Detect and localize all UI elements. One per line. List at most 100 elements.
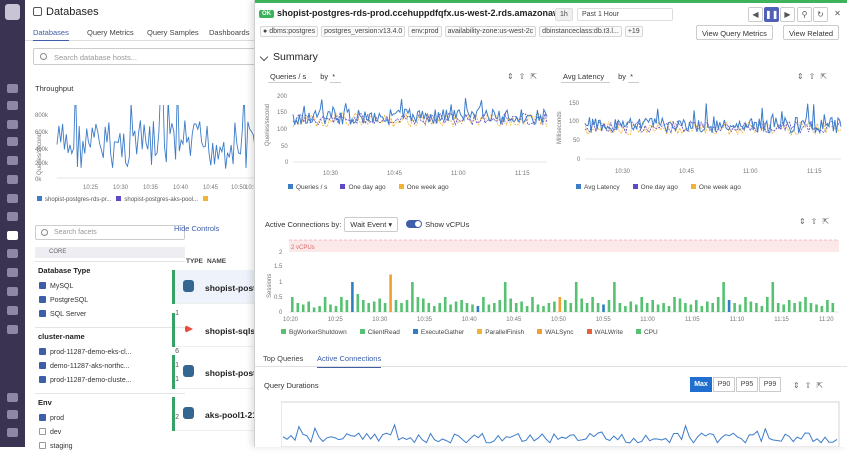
more-tags-button[interactable]: +19 <box>624 26 643 37</box>
facet-title[interactable]: Env <box>38 398 52 407</box>
facet-option[interactable]: MySQL <box>39 282 73 290</box>
tag-chip[interactable]: postgres_version:v13.4.0 <box>321 26 406 37</box>
tab-query-metrics[interactable]: Query Metrics <box>87 28 134 37</box>
chevron-down-icon[interactable] <box>259 52 269 62</box>
metric-select[interactable]: Queries / s <box>268 72 313 83</box>
checkbox[interactable] <box>39 376 46 383</box>
host-search-input[interactable]: Search database hosts... <box>33 48 259 65</box>
hide-controls-button[interactable]: Hide Controls <box>174 224 220 233</box>
metrics-icon[interactable] <box>7 194 18 203</box>
zoom-icon[interactable]: ⚲ <box>797 7 812 22</box>
table-row[interactable]: shopist-post <box>172 355 267 389</box>
y-tick: 600k <box>35 130 49 136</box>
close-icon[interactable]: ✕ <box>830 7 845 22</box>
tab-query-samples[interactable]: Query Samples <box>147 28 199 37</box>
table-row[interactable]: aks-pool1-21 <box>172 397 267 431</box>
facet-option[interactable]: prod-11287-demo-cluste... <box>39 376 132 384</box>
rewind-button[interactable]: ◀ <box>748 7 763 22</box>
help-icon[interactable] <box>7 393 18 402</box>
queries-chart-controls: Queries / s by * <box>268 72 349 83</box>
ux-monitoring-icon[interactable] <box>7 306 18 315</box>
checkbox[interactable] <box>39 414 46 421</box>
forward-button[interactable]: ▶ <box>780 7 795 22</box>
events-icon[interactable] <box>7 120 18 129</box>
percentile-p90-button[interactable]: P90 <box>713 377 735 392</box>
facet-option[interactable]: demo-11287-aks-northc... <box>39 362 130 370</box>
facet-option[interactable]: prod-11287-demo-eks-cl... <box>39 348 132 356</box>
checkbox[interactable] <box>39 362 46 369</box>
tag-chip[interactable]: availability-zone:us-west-2c <box>444 26 537 37</box>
connection-bar <box>460 300 463 312</box>
dashboards-icon[interactable] <box>7 137 18 146</box>
queries-chart-actions[interactable]: ⇕⇧⇱ <box>507 72 543 81</box>
connection-bar <box>722 282 725 312</box>
pause-button[interactable]: ❚❚ <box>764 7 779 22</box>
checkbox[interactable] <box>39 282 46 289</box>
connection-bar <box>662 303 665 312</box>
facet-option[interactable]: PostgreSQL <box>39 296 88 304</box>
tab-dashboards[interactable]: Dashboards <box>209 28 250 37</box>
network-icon[interactable] <box>7 249 18 258</box>
connection-bar <box>411 282 414 312</box>
durations-chart-actions[interactable]: ⇕⇧⇱ <box>793 381 829 390</box>
app-nav-rail <box>0 0 25 447</box>
facet-count: 12 <box>171 414 179 421</box>
integrations-icon[interactable] <box>7 212 18 221</box>
metric-select[interactable]: Avg Latency <box>561 72 611 83</box>
tag-chip[interactable]: env:prod <box>408 26 442 37</box>
datadog-logo[interactable] <box>5 4 20 20</box>
facet-option[interactable]: prod <box>39 414 64 422</box>
search-icon[interactable] <box>7 84 18 93</box>
facet-title[interactable]: cluster-name <box>38 332 85 341</box>
group-select[interactable]: * <box>330 72 342 83</box>
group-by-select[interactable]: Wait Event ▾ <box>344 217 399 232</box>
table-row[interactable]: shopist-sqls <box>172 313 267 347</box>
time-range-picker[interactable]: Past 1 Hour <box>577 8 673 21</box>
active-chart-actions[interactable]: ⇕⇧⇱ <box>799 217 835 226</box>
team-icon[interactable] <box>7 410 18 419</box>
view-query-metrics-button[interactable]: View Query Metrics <box>696 25 773 40</box>
connection-bar <box>804 297 807 312</box>
apm-icon[interactable] <box>7 231 18 240</box>
checkbox[interactable] <box>39 442 46 449</box>
connection-bar <box>564 300 567 312</box>
connection-bar <box>798 301 802 312</box>
vcpu-toggle[interactable] <box>406 220 423 228</box>
checkbox[interactable] <box>39 428 46 435</box>
tab-active-connections[interactable]: Active Connections <box>317 354 382 368</box>
table-row[interactable]: shopist-post <box>172 270 267 304</box>
logs-icon[interactable] <box>7 268 18 277</box>
time-range-short[interactable]: 1h <box>555 8 573 21</box>
series-latency <box>584 103 842 135</box>
refresh-icon[interactable]: ↻ <box>813 7 828 22</box>
tab-top-queries[interactable]: Top Queries <box>263 354 304 363</box>
facet-option[interactable]: SQL Server <box>39 310 86 318</box>
facet-title[interactable]: Database Type <box>38 266 91 275</box>
checkbox[interactable] <box>39 296 46 303</box>
user-avatar-icon[interactable] <box>7 428 18 437</box>
monitors-icon[interactable] <box>7 175 18 184</box>
group-select[interactable]: * <box>628 72 640 83</box>
percentile-p95-button[interactable]: P95 <box>736 377 758 392</box>
connection-bar <box>443 297 447 312</box>
latency-chart-actions[interactable]: ⇕⇧⇱ <box>797 72 833 81</box>
checkbox[interactable] <box>39 310 46 317</box>
percentile-p99-button[interactable]: P99 <box>759 377 781 392</box>
watchdog-icon[interactable] <box>7 101 18 110</box>
percentile-max-button[interactable]: Max <box>690 377 712 392</box>
tab-databases[interactable]: Databases <box>33 28 69 41</box>
facet-option[interactable]: staging <box>39 442 73 450</box>
facet-option[interactable]: dev <box>39 428 61 436</box>
checkbox[interactable] <box>39 348 46 355</box>
tag-chip[interactable]: dbinstanceclass:db.t3.l... <box>539 26 622 37</box>
connection-bar <box>427 303 431 312</box>
col-name[interactable]: NAME <box>207 258 227 265</box>
col-type[interactable]: TYPE <box>186 258 203 265</box>
security-icon[interactable] <box>7 287 18 296</box>
facet-search-input[interactable]: Search facets <box>35 225 185 240</box>
connection-bar <box>323 297 327 312</box>
ci-icon[interactable] <box>7 325 18 334</box>
view-related-button[interactable]: View Related <box>783 25 840 40</box>
infrastructure-icon[interactable] <box>7 156 18 165</box>
tag-chip[interactable]: ● dbms:postgres <box>260 26 319 37</box>
